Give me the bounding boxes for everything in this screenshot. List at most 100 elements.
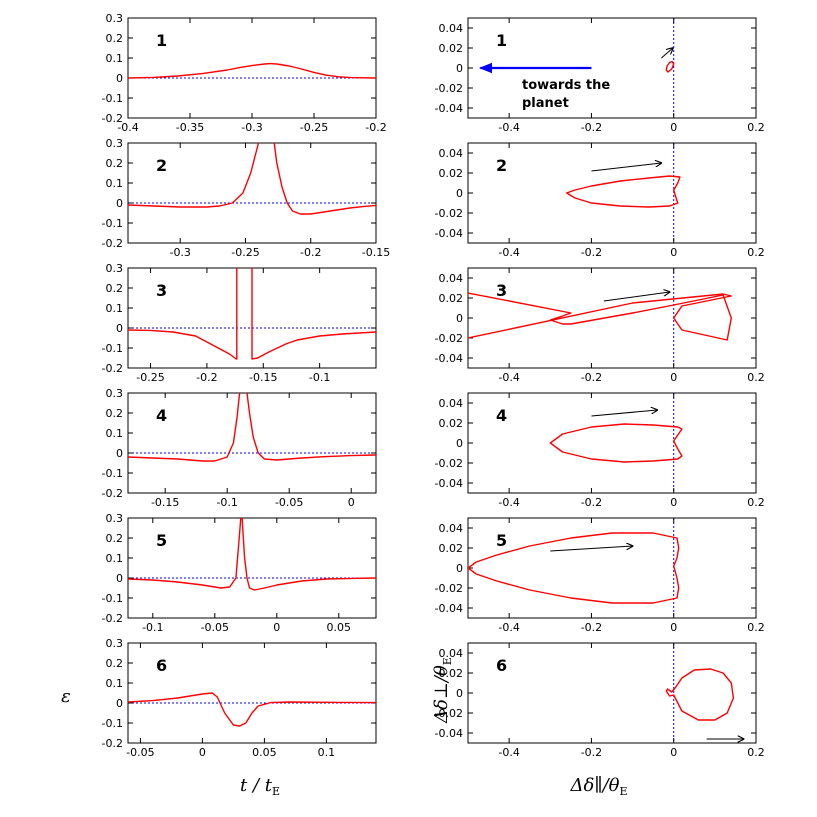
panel-number: 2 <box>496 156 507 175</box>
panel-l4: -0.15 -0.1 -0.05 0 -0.2 -0.1 0 0.1 0.2 0.3 4 <box>102 387 377 509</box>
x-tick-label: -0.2 <box>365 121 386 134</box>
y-tick-label: 0.3 <box>106 387 124 400</box>
motion-arrow <box>550 546 632 552</box>
y-tick-label: -0.1 <box>102 592 123 605</box>
panel-number: 2 <box>156 156 167 175</box>
y-tick-label: 0.1 <box>106 177 124 190</box>
x-tick-label: -0.15 <box>249 371 277 384</box>
x-tick-label: -0.35 <box>176 121 204 134</box>
y-tick-label: 0.3 <box>106 637 124 650</box>
x-tick-label: -0.4 <box>498 246 519 259</box>
x-tick-label: 0.05 <box>327 621 352 634</box>
data-curve <box>128 268 238 360</box>
x-tick-label: -0.2 <box>300 246 321 259</box>
y-tick-label: 0.3 <box>106 137 124 150</box>
plot-frame <box>467 142 757 244</box>
y-tick-label: 0 <box>116 447 123 460</box>
x-tick-label: -0.2 <box>581 496 602 509</box>
x-tick-label: -0.2 <box>581 621 602 634</box>
y-tick-label: 0.2 <box>106 657 124 670</box>
x-tick-label: 0 <box>670 746 677 759</box>
x-tick-label: 0.2 <box>747 496 765 509</box>
y-tick-label: 0.2 <box>106 407 124 420</box>
y-tick-label: 0 <box>116 197 123 210</box>
planet-annotation-line1: towards the <box>522 78 610 93</box>
y-tick-label: -0.02 <box>435 707 463 720</box>
y-tick-label: 0 <box>456 687 463 700</box>
data-curve <box>128 393 241 462</box>
y-tick-label: 0.1 <box>106 427 124 440</box>
panel-number: 5 <box>156 531 167 550</box>
y-tick-label: 0.3 <box>106 262 124 275</box>
y-tick-label: 0.02 <box>439 42 464 55</box>
x-tick-label: 0 <box>670 246 677 259</box>
y-tick-label: -0.02 <box>435 207 463 220</box>
motion-arrow <box>591 410 657 417</box>
y-tick-label: 0.02 <box>439 167 464 180</box>
y-tick-label: -0.04 <box>435 727 463 740</box>
motion-arrow <box>661 48 673 59</box>
x-tick-label: -0.05 <box>126 746 154 759</box>
y-tick-label: 0 <box>456 437 463 450</box>
x-tick-label: -0.2 <box>581 371 602 384</box>
y-tick-label: 0 <box>456 187 463 200</box>
y-tick-label: 0.04 <box>439 522 464 535</box>
panel-number: 4 <box>156 406 167 425</box>
x-tick-label: 0.2 <box>747 746 765 759</box>
y-tick-label: 0 <box>116 697 123 710</box>
plot-frame <box>127 517 377 619</box>
x-tick-label: -0.1 <box>142 621 163 634</box>
y-tick-label: -0.02 <box>435 82 463 95</box>
y-tick-label: 0.2 <box>106 282 124 295</box>
y-tick-label: 0.3 <box>106 512 124 525</box>
panel-number: 3 <box>156 281 167 300</box>
data-curve <box>128 143 260 208</box>
x-tick-label: 0 <box>670 371 677 384</box>
y-tick-label: -0.04 <box>435 352 463 365</box>
panel-r4: -0.4 -0.2 0 0.2 -0.04 -0.02 0 0.02 0.04 4 <box>435 392 765 509</box>
y-tick-label: -0.2 <box>102 612 123 625</box>
panel-l5: -0.1 -0.05 0 0.05 -0.2 -0.1 0 0.1 0.2 0.3 5 <box>102 512 377 634</box>
data-curve <box>468 292 732 341</box>
plot-frame <box>127 392 377 494</box>
y-tick-label: 0.1 <box>106 302 124 315</box>
y-tick-label: 0.04 <box>439 272 464 285</box>
data-curve <box>128 62 376 79</box>
data-curve <box>128 518 376 591</box>
y-tick-label: -0.2 <box>102 112 123 125</box>
data-curve <box>665 668 735 721</box>
panel-number: 6 <box>496 656 507 675</box>
plot-frame <box>467 642 757 744</box>
x-tick-label: -0.4 <box>117 121 138 134</box>
right-x-label-sub: E <box>620 785 628 798</box>
right-y-axis-label: Δδ⊥/θE <box>431 657 454 724</box>
y-tick-label: 0 <box>456 312 463 325</box>
x-tick-label: -0.2 <box>581 246 602 259</box>
left-x-label-main: t / t <box>240 775 273 796</box>
panel-r5: -0.4 -0.2 0 0.2 -0.04 -0.02 0 0.02 0.04 5 <box>435 517 765 634</box>
y-tick-label: 0.04 <box>439 647 464 660</box>
y-tick-label: 0.2 <box>106 532 124 545</box>
x-tick-label: -0.4 <box>498 496 519 509</box>
plot-frame <box>467 392 757 494</box>
data-curve <box>251 268 376 360</box>
x-tick-label: 0.2 <box>747 246 765 259</box>
y-tick-label: 0.1 <box>106 552 124 565</box>
panel-l2: -0.3 -0.25 -0.2 -0.15 -0.2 -0.1 0 0.1 0.2 0.3 2 <box>102 137 391 259</box>
y-tick-label: -0.1 <box>102 217 123 230</box>
x-tick-label: -0.1 <box>309 371 330 384</box>
y-tick-label: -0.02 <box>435 332 463 345</box>
panel-number: 4 <box>496 406 507 425</box>
right-y-label-sub: E <box>441 657 454 665</box>
planet-annotation-line2: planet <box>522 96 569 111</box>
y-tick-label: 0 <box>116 72 123 85</box>
x-tick-label: 0 <box>670 496 677 509</box>
x-tick-label: 0.2 <box>747 121 765 134</box>
y-tick-label: 0.02 <box>439 542 464 555</box>
x-tick-label: -0.25 <box>136 371 164 384</box>
y-tick-label: 0.04 <box>439 147 464 160</box>
y-tick-label: 0.02 <box>439 667 464 680</box>
y-tick-label: -0.04 <box>435 102 463 115</box>
right-y-label-main: Δδ⊥/θ <box>431 665 452 724</box>
